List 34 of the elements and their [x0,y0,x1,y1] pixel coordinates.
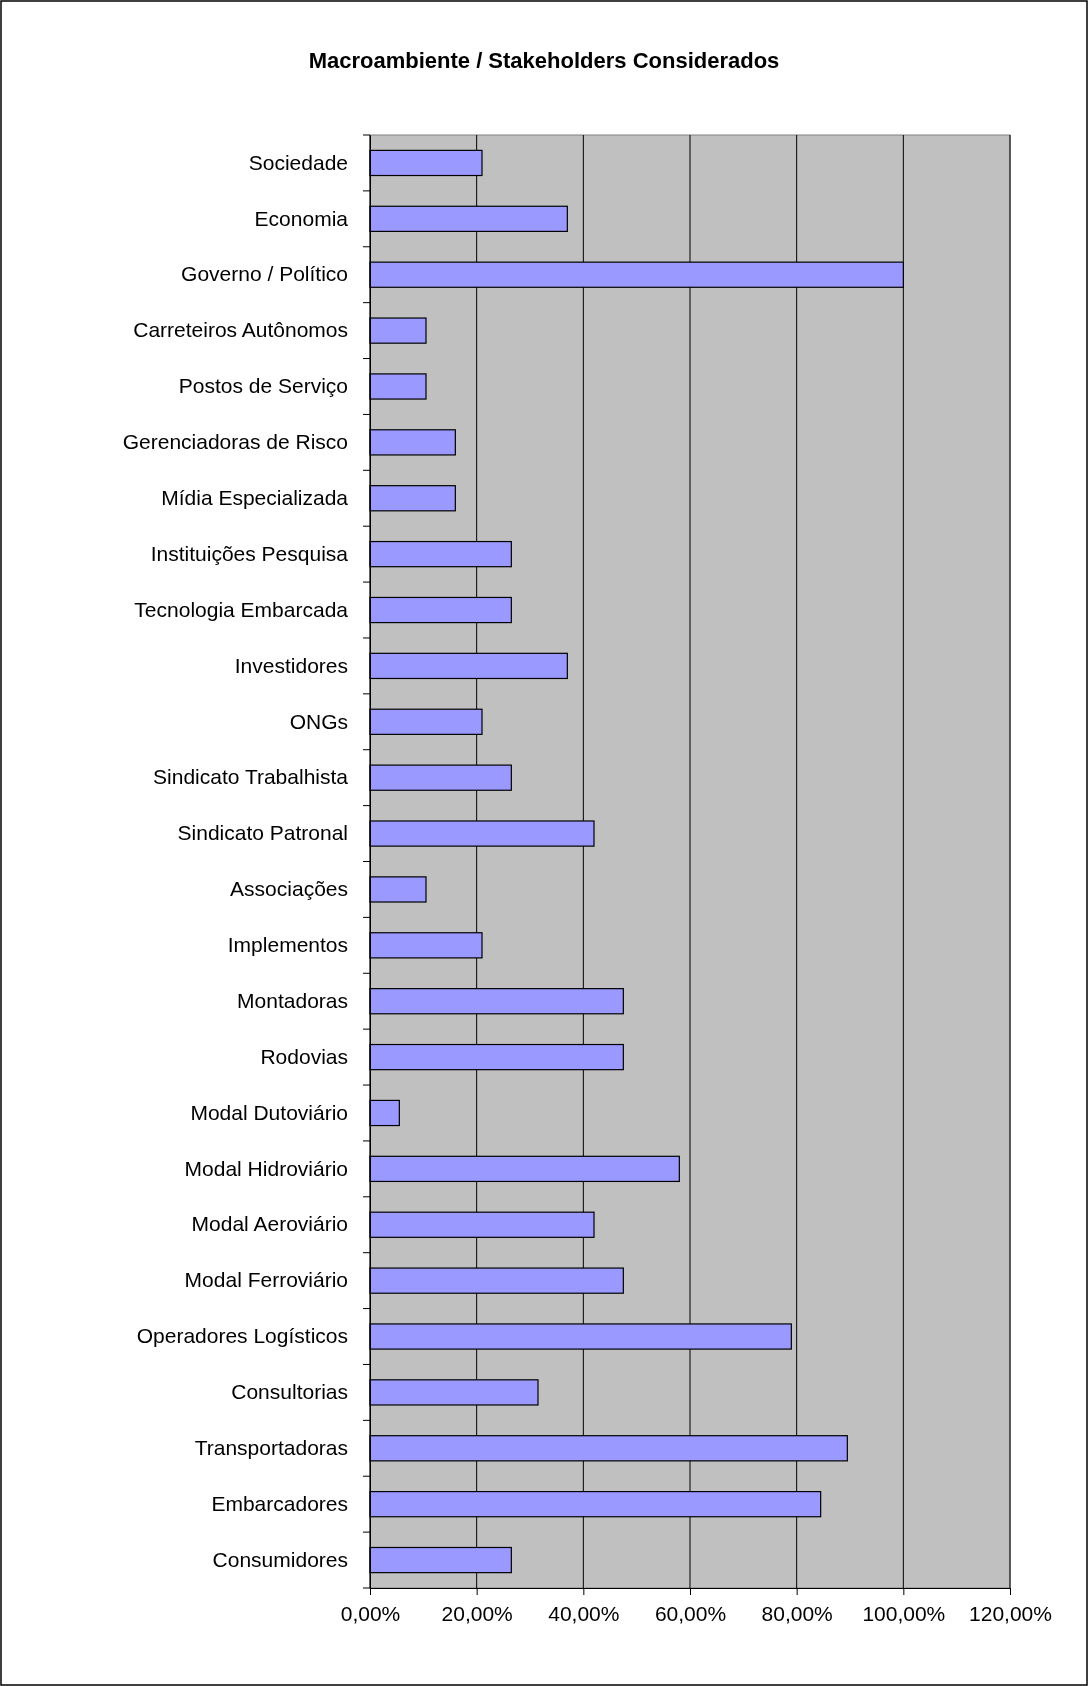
y-tick-label: ONGs [289,709,348,733]
y-tick-label: Sindicato Trabalhista [153,765,349,789]
y-tick-label: Montadoras [237,988,348,1012]
chart-title: Macroambiente / Stakeholders Considerados [308,48,780,73]
y-tick-label: Sociedade [248,150,348,174]
y-tick-label: Rodovias [260,1044,348,1068]
y-tick-label: Gerenciadoras de Risco [122,430,348,454]
y-tick-label: Modal Aeroviário [191,1212,348,1236]
y-tick-label: Consultorias [231,1380,348,1404]
y-tick-label: Associações [230,877,348,901]
y-tick-label: Governo / Político [181,262,348,286]
y-tick-label: Modal Ferroviário [184,1268,348,1292]
y-tick-label: Postos de Serviço [178,374,348,398]
x-tick-label: 80,00% [761,1602,833,1626]
x-tick-label: 20,00% [441,1602,513,1626]
x-tick-label: 120,00% [969,1602,1052,1626]
y-tick-label: Carreteiros Autônomos [133,318,348,342]
x-tick-label: 60,00% [654,1602,727,1626]
y-tick-label: Embarcadores [211,1491,348,1515]
x-tick-label: 40,00% [548,1602,620,1626]
y-tick-label: Operadores Logísticos [136,1324,348,1348]
y-tick-label: Transportadoras [194,1436,348,1460]
y-tick-label: Modal Hidroviário [184,1156,348,1180]
x-tick-label: 0,00% [340,1602,401,1626]
x-tick-label: 100,00% [862,1602,946,1626]
y-tick-label: Mídia Especializada [161,485,349,509]
y-tick-label: Consumidores [212,1547,348,1571]
y-tick-label: Modal Dutoviário [190,1100,348,1124]
y-tick-label: Implementos [227,933,348,957]
y-tick-label: Sindicato Patronal [177,821,348,845]
y-tick-label: Investidores [234,653,348,677]
y-tick-label: Tecnologia Embarcada [134,597,349,621]
y-tick-label: Economia [254,206,349,230]
y-tick-label: Instituições Pesquisa [150,541,349,565]
